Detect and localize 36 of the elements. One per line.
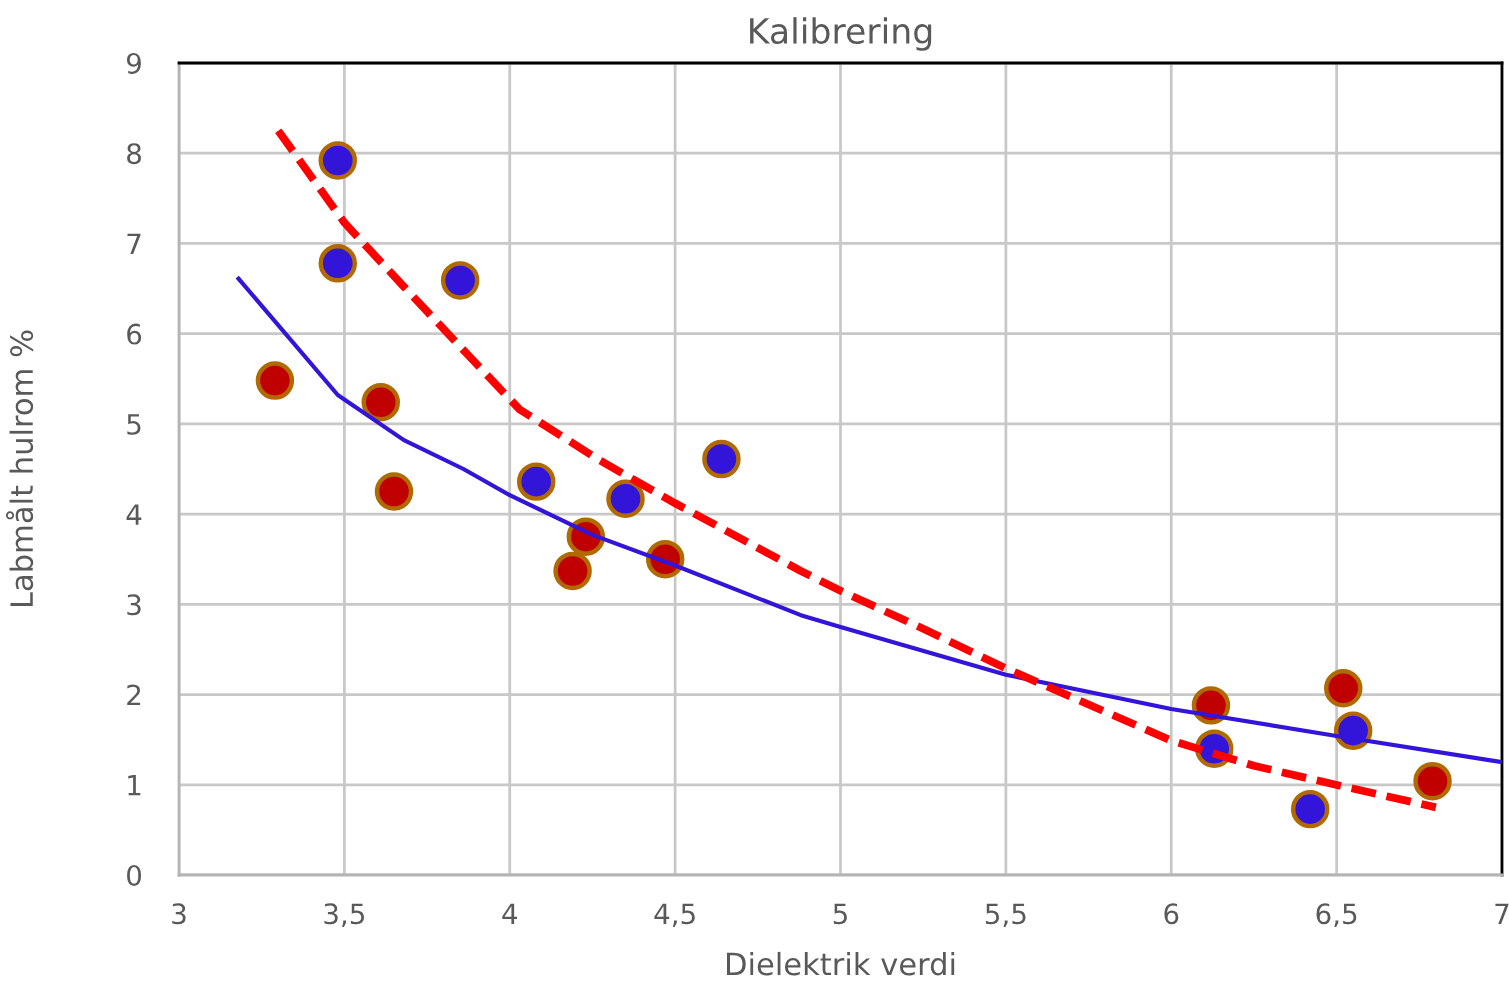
point [1290,789,1330,829]
point [374,472,414,511]
point [255,361,295,400]
line-series [236,276,1502,765]
y-tick-label: 1 [128,775,141,796]
y-tick-label: 0 [127,864,142,886]
point [1413,761,1452,801]
y-tick-label: 3 [127,594,141,616]
x-axis-title: Dielektrik verdi [726,951,955,976]
y-tick-label: 4 [126,504,142,525]
x-tick-label: 3 [172,903,186,925]
point [702,439,741,479]
x-tick-label: 5 [833,903,847,925]
y-tick-label: 6 [127,323,142,345]
x-tick-label: 7 [1495,903,1509,924]
point [1324,669,1363,708]
point [361,383,400,422]
point [318,141,357,180]
x-tick-label: 4,5 [654,903,695,928]
x-tick-label: 4 [502,903,518,924]
x-tick-label: 3,5 [324,903,365,928]
y-tick-label: 8 [127,143,141,165]
y-axis-title: Labmålt hulrom % [5,330,34,607]
x-tick-label: 5,5 [985,903,1026,928]
point [516,462,556,501]
chart-title: Kalibrering [750,17,932,51]
y-tick-label: 5 [127,414,141,435]
y-tick-label: 9 [126,52,141,74]
point [606,479,645,518]
point [318,244,357,283]
point [553,551,592,591]
y-tick-label: 7 [127,233,141,254]
y-tick-label: 2 [127,684,141,706]
x-tick-label: 6 [1164,903,1179,925]
x-tick-label: 6,5 [1316,903,1357,928]
point [440,261,480,300]
